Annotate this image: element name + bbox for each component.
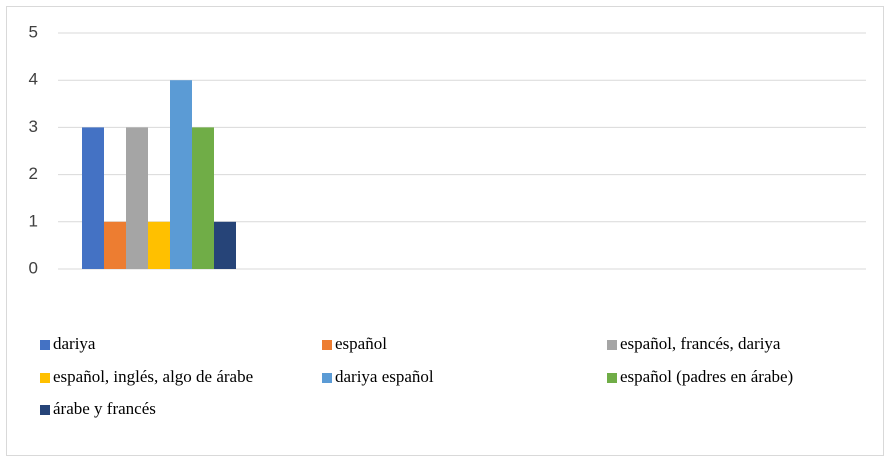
legend-label: español, inglés, algo de árabe bbox=[53, 367, 253, 386]
bar bbox=[192, 127, 214, 270]
legend-swatch bbox=[607, 340, 617, 350]
legend-swatch bbox=[322, 373, 332, 383]
bar bbox=[126, 127, 148, 270]
bar bbox=[104, 221, 126, 269]
legend-label: árabe y francés bbox=[53, 399, 156, 418]
legend-label: dariya español bbox=[335, 367, 434, 386]
legend-label: español, francés, dariya bbox=[620, 334, 781, 353]
bar bbox=[170, 80, 192, 269]
legend-swatch bbox=[40, 373, 50, 383]
y-tick-label: 5 bbox=[29, 22, 38, 41]
y-tick-label: 1 bbox=[29, 211, 38, 230]
legend-swatch bbox=[607, 373, 617, 383]
y-tick-label: 2 bbox=[29, 164, 38, 183]
legend-swatch bbox=[40, 405, 50, 415]
legend-swatch bbox=[322, 340, 332, 350]
bar bbox=[148, 221, 170, 269]
legend-swatch bbox=[40, 340, 50, 350]
bar bbox=[214, 221, 236, 269]
legend-label: español (padres en árabe) bbox=[620, 367, 793, 386]
legend-label: dariya bbox=[53, 334, 96, 353]
legend-label: español bbox=[335, 334, 387, 353]
y-tick-label: 3 bbox=[29, 117, 38, 136]
y-tick-label: 0 bbox=[29, 258, 38, 277]
y-tick-label: 4 bbox=[29, 70, 38, 89]
bar bbox=[82, 127, 104, 270]
